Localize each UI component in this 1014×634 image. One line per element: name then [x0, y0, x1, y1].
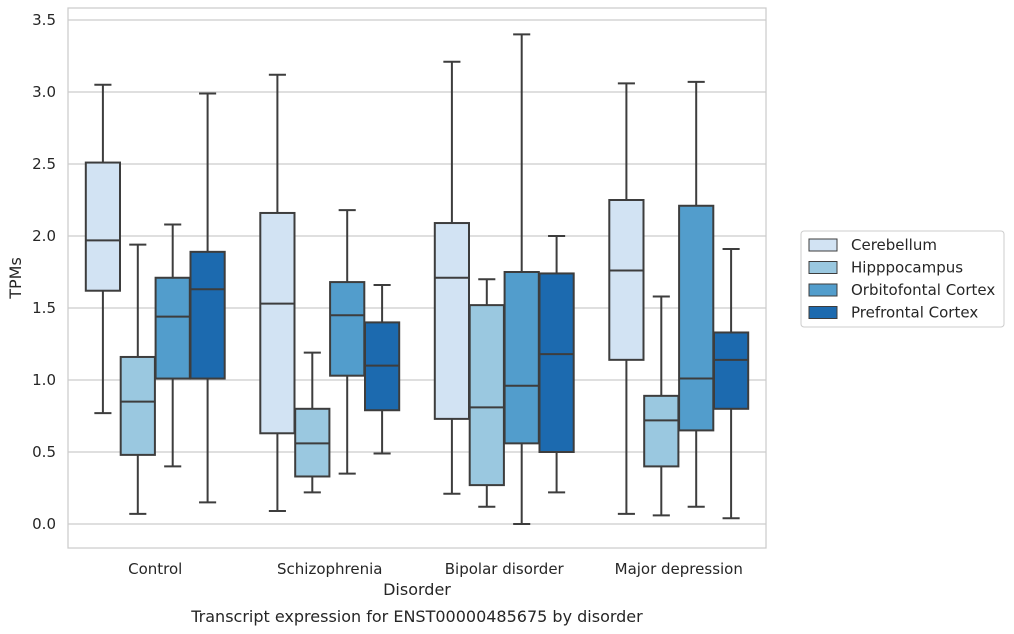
x-tick-label-schizophrenia: Schizophrenia	[277, 560, 382, 578]
legend-label-hipppocampus: Hipppocampus	[851, 259, 963, 277]
box-bipolar-disorder-prefrontal-cortex	[538, 235, 575, 494]
box-schizophrenia-prefrontal-cortex	[363, 283, 401, 455]
y-tick-label-0: 0.0	[32, 515, 56, 533]
box-schizophrenia-orbitofontal-cortex	[329, 209, 366, 475]
box-bipolar-disorder-cerebellum	[433, 60, 471, 495]
box-groups	[84, 33, 750, 525]
box-iqr	[154, 276, 191, 380]
legend-swatch-prefrontal-cortex	[808, 306, 838, 319]
y-tick-label-6: 3.0	[32, 83, 56, 101]
legend-label-prefrontal-cortex: Prefrontal Cortex	[851, 304, 978, 322]
legend-label-cerebellum: Cerebellum	[851, 236, 937, 254]
box-iqr	[84, 161, 122, 292]
box-bipolar-disorder-hipppocampus	[468, 278, 505, 508]
box-major-depression-hipppocampus	[643, 295, 680, 517]
box-schizophrenia-cerebellum	[259, 73, 296, 513]
x-axis-label: Disorder	[383, 580, 451, 599]
y-tick-label-5: 2.5	[32, 155, 56, 173]
y-tick-label-3: 1.5	[32, 299, 56, 317]
box-control-orbitofontal-cortex	[154, 223, 191, 468]
box-major-depression-orbitofontal-cortex	[678, 80, 715, 508]
box-iqr	[259, 211, 296, 435]
box-control-hipppocampus	[119, 243, 156, 515]
x-tick-label-control: Control	[128, 560, 182, 578]
x-tick-label-major-depression: Major depression	[615, 560, 743, 578]
box-iqr	[468, 304, 505, 487]
x-axis-ticks: Control Schizophrenia Bipolar disorder Majo…	[128, 560, 743, 578]
legend-swatch-orbitofontal-cortex	[808, 283, 838, 297]
box-control-cerebellum	[84, 83, 122, 415]
y-tick-label-4: 2.0	[32, 227, 56, 245]
box-iqr	[119, 355, 156, 456]
box-bipolar-disorder-orbitofontal-cortex	[503, 33, 540, 525]
box-iqr	[678, 204, 715, 432]
box-iqr	[329, 281, 366, 377]
box-iqr	[643, 394, 680, 468]
box-control-prefrontal-cortex	[189, 92, 226, 504]
x-tick-label-bipolar-disorder: Bipolar disorder	[445, 560, 565, 578]
box-major-depression-cerebellum	[608, 82, 645, 515]
y-tick-label-1: 0.5	[32, 443, 56, 461]
box-iqr	[712, 331, 750, 410]
chart-caption: Transcript expression for ENST0000048567…	[190, 607, 643, 626]
box-iqr	[503, 271, 540, 445]
y-tick-label-7: 3.5	[32, 11, 56, 29]
legend-frame	[800, 230, 1005, 328]
box-iqr	[608, 199, 645, 361]
y-axis-label: TPMs	[6, 257, 25, 300]
box-schizophrenia-hipppocampus	[294, 351, 331, 494]
legend: Cerebellum Hipppocampus Orbitofontal Corte…	[800, 230, 1005, 328]
plot-area-frame	[67, 7, 767, 549]
y-axis-ticks: 0.0 0.5 1.0 1.5 2.0 2.5 3.0 3.5	[32, 11, 56, 533]
legend-swatch-cerebellum	[808, 238, 838, 252]
box-iqr	[538, 272, 575, 453]
box-iqr	[433, 222, 471, 420]
box-iqr	[189, 250, 226, 380]
box-major-depression-prefrontal-cortex	[712, 247, 750, 520]
legend-swatch-hipppocampus	[808, 261, 838, 274]
legend-label-orbitofontal-cortex: Orbitofontal Cortex	[851, 281, 995, 299]
y-tick-label-2: 1.0	[32, 371, 56, 389]
